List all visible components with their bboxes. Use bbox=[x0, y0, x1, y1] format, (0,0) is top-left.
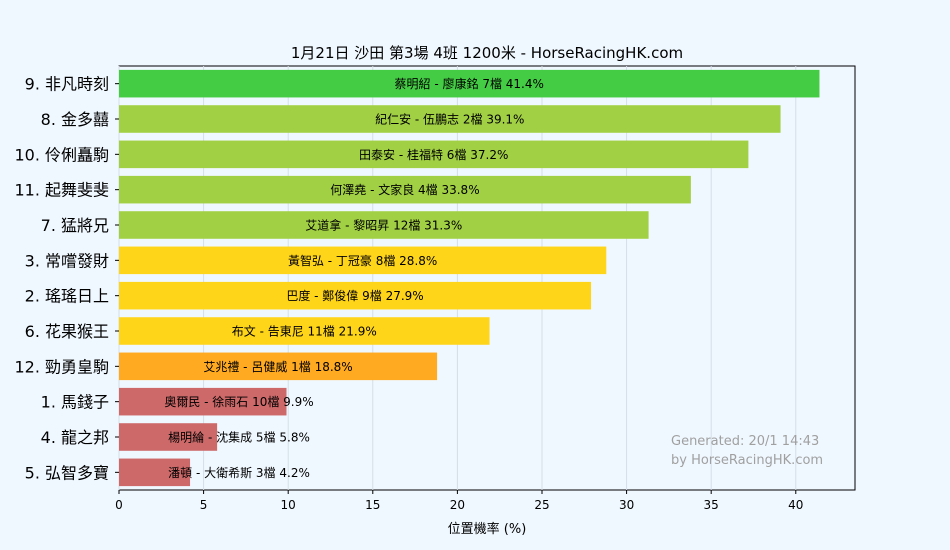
y-tick-label: 10. 伶俐矗駒 bbox=[14, 145, 109, 164]
x-tick-label: 25 bbox=[534, 498, 549, 512]
y-tick-label: 7. 猛將兄 bbox=[41, 216, 109, 235]
x-tick-label: 15 bbox=[365, 498, 380, 512]
bar-label: 楊明綸 - 沈集成 5檔 5.8% bbox=[168, 430, 310, 445]
x-tick-label: 10 bbox=[281, 498, 296, 512]
y-tick-label: 4. 龍之邦 bbox=[41, 428, 109, 447]
y-tick-label: 3. 常嚐發財 bbox=[25, 251, 109, 270]
bar bbox=[119, 458, 191, 487]
bar-label: 艾道拿 - 黎昭昇 12檔 31.3% bbox=[305, 218, 462, 233]
bar bbox=[119, 105, 781, 133]
bar bbox=[119, 246, 607, 275]
bar-label: 田泰安 - 桂福特 6檔 37.2% bbox=[359, 147, 508, 162]
x-tick-label: 0 bbox=[115, 498, 123, 512]
bar-label: 紀仁安 - 伍鵬志 2檔 39.1% bbox=[375, 112, 524, 127]
bar-label: 何澤堯 - 文家良 4檔 33.8% bbox=[330, 182, 479, 197]
y-tick-label: 11. 起舞斐斐 bbox=[14, 181, 109, 200]
bar-label: 潘頓 - 大衛希斯 3檔 4.2% bbox=[168, 465, 310, 480]
y-tick-label: 6. 花果猴王 bbox=[25, 322, 109, 341]
x-axis-ticks: 0 5 10 15 20 25 30 35 40 bbox=[115, 490, 803, 512]
plot-area bbox=[118, 65, 856, 491]
x-tick-label: 35 bbox=[704, 498, 719, 512]
chart-title: 1月21日 沙田 第3場 4班 1200米 - HorseRacingHK.co… bbox=[291, 44, 683, 62]
y-tick-label: 1. 馬錢子 bbox=[41, 393, 109, 412]
bar bbox=[119, 387, 287, 416]
x-tick-label: 30 bbox=[619, 498, 634, 512]
y-tick-label: 2. 瑤瑤日上 bbox=[25, 287, 109, 306]
x-tick-label: 20 bbox=[450, 498, 465, 512]
generated-annotation: Generated: 20/1 14:43 bbox=[671, 434, 819, 449]
bar bbox=[119, 140, 749, 169]
y-tick-label: 5. 弘智多寶 bbox=[25, 463, 109, 482]
bar-label: 蔡明紹 - 廖康銘 7檔 41.4% bbox=[395, 76, 544, 91]
bars: 蔡明紹 - 廖康銘 7檔 41.4% 紀仁安 - 伍鵬志 2檔 39.1% 田泰安 … bbox=[119, 69, 820, 487]
y-tick-label: 12. 勁勇皇駒 bbox=[14, 357, 109, 376]
bar-label: 艾兆禮 - 呂健威 1檔 18.8% bbox=[203, 360, 352, 374]
bar bbox=[119, 175, 691, 204]
bar-label: 布文 - 告東尼 11檔 21.9% bbox=[232, 324, 377, 339]
bar-label: 奧爾民 - 徐雨石 10檔 9.9% bbox=[164, 394, 313, 409]
bar bbox=[119, 211, 649, 239]
bar bbox=[119, 352, 438, 381]
y-tick-label: 9. 非凡時刻 bbox=[25, 75, 109, 94]
source-annotation: by HorseRacingHK.com bbox=[671, 453, 823, 468]
bar bbox=[119, 423, 218, 451]
y-tick-label: 8. 金多囍 bbox=[41, 110, 109, 129]
x-tick-label: 5 bbox=[200, 498, 208, 512]
gridlines bbox=[118, 66, 797, 490]
bar bbox=[119, 317, 490, 345]
bar-label: 黃智弘 - 丁冠豪 8檔 28.8% bbox=[288, 253, 437, 268]
x-axis-label: 位置機率 (%) bbox=[448, 521, 527, 537]
y-axis-labels: 9. 非凡時刻 8. 金多囍 10. 伶俐矗駒 11. 起舞斐斐 7. 猛將兄 3. 常嚐… bbox=[14, 75, 119, 482]
bar-label: 巴度 - 鄭俊偉 9檔 27.9% bbox=[286, 288, 423, 303]
x-tick-label: 40 bbox=[788, 498, 803, 512]
bar bbox=[119, 281, 592, 310]
bar bbox=[119, 69, 820, 98]
